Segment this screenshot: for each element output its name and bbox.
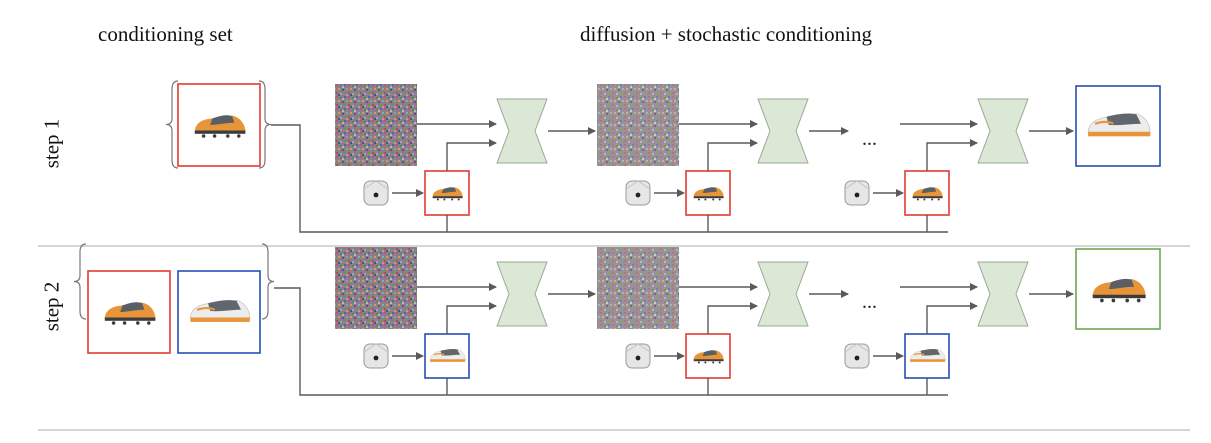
conditioning-image [177,83,261,167]
unet-block [496,98,548,164]
unet-block [977,98,1029,164]
noise-image [597,247,679,329]
dice-icon [844,343,870,369]
ellipsis-label: ... [862,291,877,313]
conditioning-bus [274,287,948,396]
cond-to-unet-arrow [707,139,758,171]
left-brace [165,80,179,169]
noise-image [597,84,679,166]
unet-block [977,261,1029,327]
noise-image [335,247,417,329]
diffusion-header: diffusion + stochastic conditioning [580,22,873,46]
cond-to-unet-arrow [926,302,978,334]
conditioning-bus [271,124,948,233]
unet-block [757,261,809,327]
cond-to-unet-arrow [446,139,497,171]
conditioning-set-header: conditioning set [98,22,233,46]
unet-block [496,261,548,327]
dice-icon [844,180,870,206]
left-brace [73,243,87,320]
ellipsis-label: ... [862,128,877,150]
right-brace [261,243,275,320]
cond-to-unet-arrow [446,302,497,334]
unet-block [757,98,809,164]
cond-to-unet-arrow [707,302,758,334]
dice-icon [625,180,651,206]
cond-to-unet-arrow [926,139,978,171]
dice-icon [363,343,389,369]
dice-icon [625,343,651,369]
dice-icon [363,180,389,206]
noise-image [335,84,417,166]
